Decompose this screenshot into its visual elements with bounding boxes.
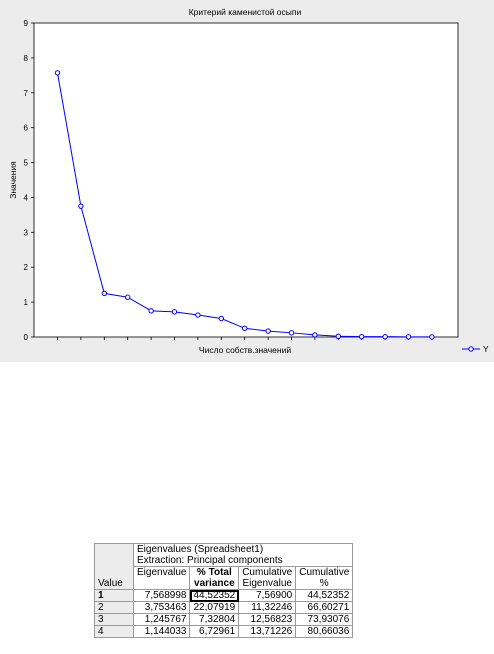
legend-marker bbox=[468, 346, 474, 352]
table-row: 3 1,245767 7,32804 12,56823 73,93076 bbox=[94, 613, 354, 626]
table-subtitle: Extraction: Principal components bbox=[132, 555, 354, 567]
cell-eigenvalue[interactable]: 7,568998 bbox=[132, 589, 191, 602]
data-point-11 bbox=[288, 330, 295, 336]
col-header-eigenvalue[interactable]: Eigenvalue bbox=[132, 566, 191, 590]
y-tick-label: 4 bbox=[24, 193, 29, 202]
data-point-7 bbox=[195, 312, 201, 318]
eigenvalues-table: Value Eigenvalues (Spreadsheet1) Extract… bbox=[94, 543, 354, 638]
y-axis-label: Значения bbox=[8, 161, 18, 199]
cell-cumulative-percent[interactable]: 66,60271 bbox=[295, 601, 354, 614]
data-point-1 bbox=[54, 70, 61, 76]
data-point-8 bbox=[218, 315, 225, 322]
row-header-3[interactable]: 3 bbox=[94, 613, 134, 626]
data-point-5 bbox=[148, 308, 154, 314]
data-point-14 bbox=[359, 333, 365, 340]
cell-cumulative-eigenvalue[interactable]: 13,71226 bbox=[238, 625, 297, 638]
cell-cumulative-percent[interactable]: 73,93076 bbox=[295, 613, 354, 626]
cell-eigenvalue[interactable]: 3,753463 bbox=[132, 601, 191, 614]
scree-plot-panel: Критерий каменистой осыпи 0 1 2 3 4 5 6 7 8 9 Зна… bbox=[0, 0, 494, 362]
y-tick-label: 7 bbox=[24, 89, 29, 98]
y-tick-label: 6 bbox=[24, 124, 29, 133]
y-tick-label: 0 bbox=[24, 333, 29, 342]
data-point-17 bbox=[429, 334, 435, 340]
row-header-1[interactable]: 1 bbox=[94, 589, 134, 602]
cell-total-variance[interactable]: 22,07919 bbox=[189, 601, 240, 614]
legend-label-y: Y bbox=[483, 344, 489, 354]
scree-plot: Критерий каменистой осыпи 0 1 2 3 4 5 6 7 8 9 Зна… bbox=[8, 7, 489, 355]
data-point-16 bbox=[405, 334, 412, 340]
series-y bbox=[54, 70, 435, 340]
cell-total-variance[interactable]: 7,32804 bbox=[189, 613, 240, 626]
row-header-2[interactable]: 2 bbox=[94, 601, 134, 614]
cell-eigenvalue[interactable]: 1,245767 bbox=[132, 613, 191, 626]
data-point-10 bbox=[265, 328, 271, 334]
data-point-4 bbox=[125, 294, 131, 300]
cell-cumulative-eigenvalue[interactable]: 12,56823 bbox=[238, 613, 297, 626]
table-row: 1 7,568998 44,52352 7,56900 44,52352 bbox=[94, 589, 354, 602]
cell-cumulative-percent[interactable]: 44,52352 bbox=[295, 589, 354, 602]
data-point-9 bbox=[242, 325, 248, 331]
row-header-title: Value bbox=[94, 543, 134, 590]
data-point-13 bbox=[335, 333, 341, 340]
col-header-total-variance[interactable]: % Total variance bbox=[189, 566, 240, 590]
cell-total-variance[interactable]: 44,52352 bbox=[189, 589, 240, 602]
legend: Y bbox=[462, 344, 489, 354]
y-tick-label: 1 bbox=[24, 298, 29, 307]
x-axis-label: Число собств.значений bbox=[199, 345, 291, 355]
x-axis bbox=[57, 337, 433, 340]
table-row: 4 1,144033 6,72961 13,71226 80,66036 bbox=[94, 625, 354, 638]
table-title: Eigenvalues (Spreadsheet1) bbox=[132, 543, 354, 555]
col-header-cumulative-eigenvalue[interactable]: Cumulative Eigenvalue bbox=[238, 566, 297, 590]
y-tick-label: 9 bbox=[24, 19, 29, 28]
y-axis: 0 1 2 3 4 5 6 7 8 9 bbox=[24, 19, 34, 342]
cell-cumulative-percent[interactable]: 80,66036 bbox=[295, 625, 354, 638]
data-point-2 bbox=[78, 203, 84, 209]
plot-area bbox=[33, 22, 459, 338]
cell-cumulative-eigenvalue[interactable]: 11,32246 bbox=[238, 601, 297, 614]
data-point-12 bbox=[312, 332, 318, 338]
data-point-6 bbox=[171, 309, 178, 315]
cell-cumulative-eigenvalue[interactable]: 7,56900 bbox=[238, 589, 297, 602]
y-tick-label: 2 bbox=[24, 263, 29, 272]
cell-eigenvalue[interactable]: 1,144033 bbox=[132, 625, 191, 638]
y-tick-label: 3 bbox=[24, 228, 29, 237]
row-header-4[interactable]: 4 bbox=[94, 625, 134, 638]
data-point-15 bbox=[382, 333, 388, 340]
col-header-cumulative-percent[interactable]: Cumulative% bbox=[295, 566, 354, 590]
table-row: 2 3,753463 22,07919 11,32246 66,60271 bbox=[94, 601, 354, 614]
y-tick-label: 5 bbox=[24, 159, 29, 168]
y-tick-label: 8 bbox=[24, 54, 29, 63]
cell-total-variance[interactable]: 6,72961 bbox=[189, 625, 240, 638]
data-point-3 bbox=[101, 290, 108, 297]
chart-title: Критерий каменистой осыпи bbox=[189, 7, 302, 17]
